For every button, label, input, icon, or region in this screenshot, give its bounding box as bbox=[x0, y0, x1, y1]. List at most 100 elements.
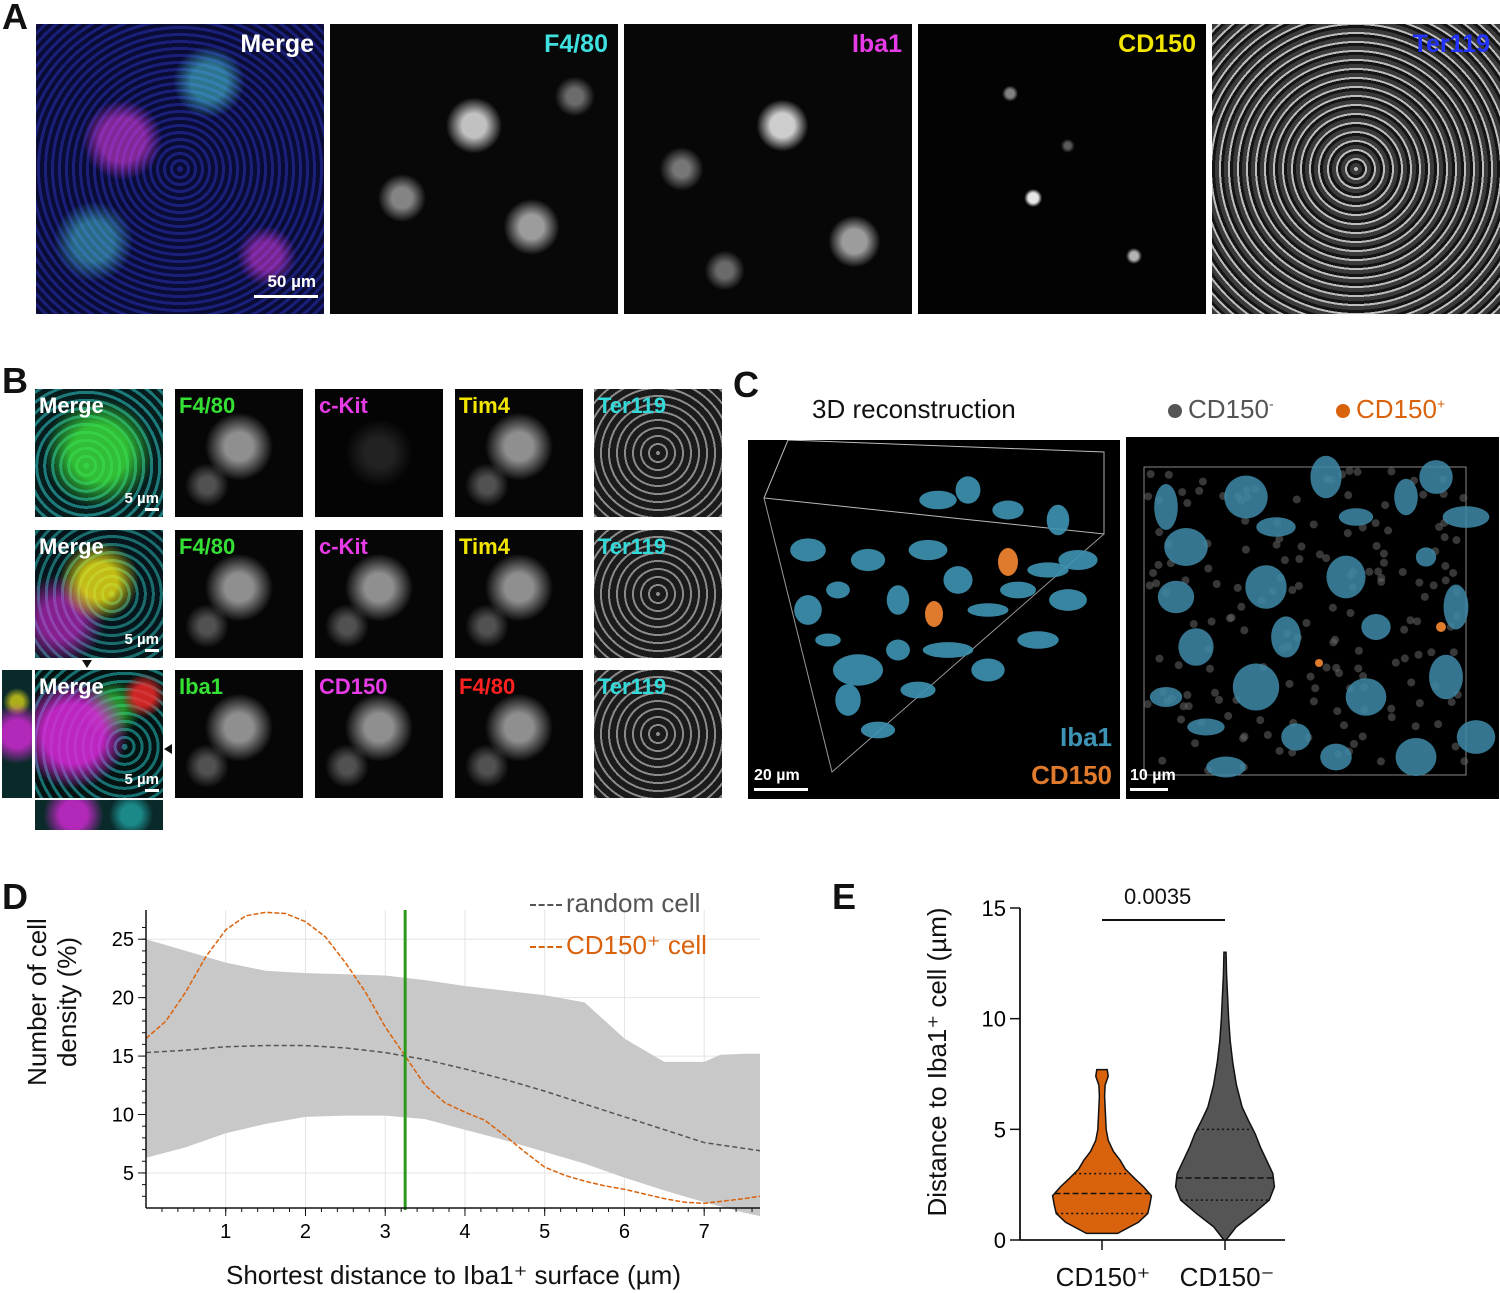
cd150-negative-cell bbox=[1387, 704, 1396, 713]
x-label-cd150-positive: CD150⁺ bbox=[1055, 1262, 1151, 1292]
cd150-negative-cell bbox=[1391, 658, 1400, 667]
cd150-cell bbox=[925, 601, 943, 627]
cd150-negative-cell bbox=[1441, 576, 1450, 585]
channel-label: Ter119 bbox=[598, 534, 667, 559]
y-tick-label: 15 bbox=[112, 1046, 134, 1068]
micrograph-b-r2-ter119: Ter119 bbox=[594, 530, 722, 658]
cd150-negative-cell bbox=[1256, 716, 1265, 725]
cd150-negative-cell bbox=[1292, 495, 1301, 504]
iba1-surface bbox=[1154, 484, 1178, 530]
cd150-negative-cell bbox=[1158, 756, 1167, 765]
cd150-negative-cell bbox=[1343, 529, 1352, 538]
cd150-negative-cell bbox=[1155, 528, 1164, 537]
cd150-negative-cell bbox=[1143, 700, 1152, 709]
position-marker-icon bbox=[82, 660, 92, 668]
iba1-surface bbox=[1049, 589, 1087, 611]
iba1-surface bbox=[919, 490, 957, 510]
position-marker-icon bbox=[164, 744, 172, 754]
micrograph-texture bbox=[330, 24, 618, 314]
cd150-negative-cell bbox=[1215, 695, 1224, 704]
cd150-negative-cell bbox=[1400, 625, 1409, 634]
legend-dot-gray bbox=[1168, 404, 1182, 419]
cd150-negative-cell bbox=[1145, 581, 1154, 590]
legend-sup: - bbox=[1268, 395, 1274, 412]
density-chart: 1 2 3 4 5 6 7 5 10 15 20 25 bbox=[112, 910, 761, 1243]
micrograph-merge: Merge 50 µm bbox=[36, 24, 324, 314]
iba1-surface bbox=[1443, 584, 1469, 630]
cd150-negative-cell bbox=[1237, 602, 1246, 611]
micrograph-cd150: CD150 bbox=[918, 24, 1206, 314]
cd150-negative-cell bbox=[1435, 522, 1444, 531]
cd150-negative-cell bbox=[1225, 614, 1234, 623]
violin-cd150-positive bbox=[1051, 1068, 1153, 1235]
micrograph-texture bbox=[455, 389, 583, 517]
cd150-negative-cell bbox=[1184, 702, 1193, 711]
micrograph-texture bbox=[175, 530, 303, 658]
iba1-surface bbox=[1157, 580, 1195, 614]
channel-label: Iba1 bbox=[851, 30, 902, 58]
iba1-surface bbox=[790, 538, 826, 562]
channel-label: Ter119 bbox=[598, 393, 667, 418]
cd150-negative-cell bbox=[1233, 583, 1242, 592]
micrograph-texture bbox=[175, 389, 303, 517]
cd150-negative-cell bbox=[1344, 491, 1353, 500]
reconstruction-3d-left: Iba1 CD150 20 µm bbox=[748, 440, 1120, 799]
iba1-surface bbox=[992, 500, 1024, 520]
scale-bar-label: 20 µm bbox=[754, 767, 800, 784]
legend-label: random cell bbox=[566, 888, 701, 918]
cd150-negative-cell bbox=[1241, 545, 1250, 554]
y-tick-label: 5 bbox=[994, 1117, 1006, 1142]
micrograph-texture bbox=[594, 530, 722, 658]
cd150-negative-cell bbox=[1275, 746, 1284, 755]
iba1-surface bbox=[1149, 687, 1183, 707]
cd150-negative-cell bbox=[1365, 567, 1374, 576]
cd150-negative-cell bbox=[1224, 711, 1233, 720]
cd150-negative-cell bbox=[1441, 562, 1450, 571]
micrograph-b-r3-f4-80: F4/80 bbox=[455, 670, 583, 798]
micrograph-ter119: Ter119 bbox=[1212, 24, 1500, 314]
micrograph-texture bbox=[624, 24, 912, 314]
iba1-surface bbox=[1442, 506, 1490, 528]
iba1-surface bbox=[1245, 565, 1287, 609]
cd150-negative-cell bbox=[1459, 493, 1468, 502]
x-tick-label: 4 bbox=[459, 1221, 470, 1243]
micrograph-texture bbox=[315, 530, 443, 658]
channel-label: Tim4 bbox=[459, 393, 510, 418]
cd150-negative-cell bbox=[1204, 564, 1213, 573]
legend-line-gray bbox=[530, 904, 562, 907]
micrograph-texture bbox=[35, 530, 163, 658]
cd150-negative-cell bbox=[1354, 664, 1363, 673]
cd150-negative-cell bbox=[1311, 684, 1320, 693]
y-axis-title-text: Distance to Iba1⁺ cell (µm) bbox=[922, 907, 952, 1217]
iba1-surface bbox=[835, 684, 861, 716]
x-label-cd150-negative: CD150⁻ bbox=[1179, 1262, 1275, 1292]
cd150-negative-cell bbox=[1340, 721, 1349, 730]
cd150-negative-cell bbox=[1149, 568, 1158, 577]
cd150-negative-cell bbox=[1207, 617, 1216, 626]
reconstruction-box-right bbox=[1143, 455, 1496, 778]
scale-bar bbox=[1130, 788, 1168, 791]
panel-c-label: C bbox=[733, 364, 759, 405]
cd150-negative-cell bbox=[1328, 603, 1337, 612]
legend-random-cell: random cell bbox=[530, 888, 700, 919]
cd150-negative-cell bbox=[1451, 742, 1460, 751]
cd150-negative-cell bbox=[1315, 550, 1324, 559]
legend-label: CD150⁺ cell bbox=[566, 930, 707, 960]
micrograph-b-r1-merge: Merge 5 µm bbox=[35, 389, 163, 517]
cd150-negative-cell bbox=[1387, 713, 1396, 722]
micrograph-texture bbox=[175, 670, 303, 798]
iba1-surface bbox=[908, 539, 948, 561]
channel-label: F4/80 bbox=[179, 393, 236, 418]
cd150-negative-cell bbox=[1407, 678, 1416, 687]
iba1-surface bbox=[1046, 504, 1070, 536]
cd150-negative-cell bbox=[1183, 691, 1192, 700]
cd150-negative-cell bbox=[1240, 626, 1249, 635]
x-tick-label: 1 bbox=[220, 1221, 231, 1243]
scale-bar-label: 5 µm bbox=[124, 771, 160, 788]
series-line-cd150-cell bbox=[145, 911, 761, 1205]
cd150-negative-cell bbox=[1414, 650, 1423, 659]
micrograph-b-r1-c-kit: c-Kit bbox=[315, 389, 443, 517]
label-cd150: CD150 bbox=[1031, 760, 1112, 790]
legend-sup: + bbox=[1436, 395, 1446, 412]
iba1-surface bbox=[1232, 663, 1280, 711]
